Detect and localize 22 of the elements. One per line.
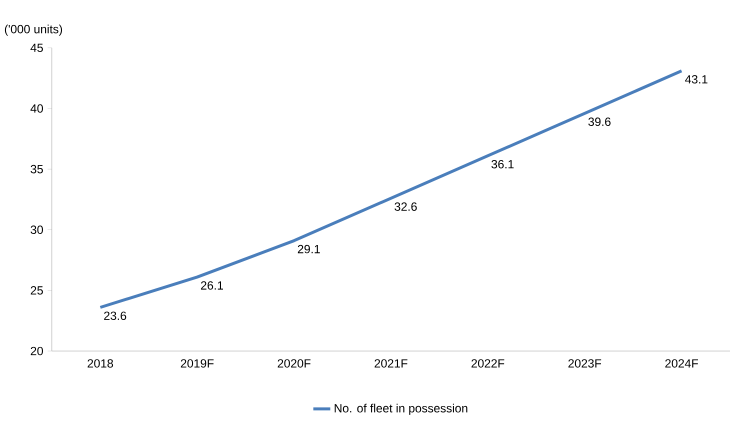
legend-label: No. of fleet in possession <box>334 404 468 415</box>
data-label: 23.6 <box>104 312 126 320</box>
data-label: 26.1 <box>200 281 223 290</box>
x-tick-label: 2020F <box>278 359 310 368</box>
y-tick-label: 45 <box>30 44 43 52</box>
x-tick-label: 2023F <box>568 359 602 368</box>
data-label: 43.1 <box>685 75 708 84</box>
x-tick-label: 2018 <box>88 359 114 368</box>
y-axis-title: ('000 units) <box>4 24 62 36</box>
y-tick-label: 20 <box>30 346 43 356</box>
x-tick-label: 2024F <box>665 359 698 368</box>
x-tick-label: 2022F <box>472 359 504 368</box>
y-tick-label: 30 <box>30 226 43 234</box>
data-label: 36.1 <box>491 160 514 169</box>
y-tick-label: 40 <box>30 104 43 113</box>
data-label: 29.1 <box>298 244 320 254</box>
x-tick-label: 2021F <box>374 359 408 368</box>
y-tick-label: 35 <box>30 165 43 174</box>
data-label: 32.6 <box>394 202 417 211</box>
y-tick-label: 25 <box>30 286 43 295</box>
data-label: 39.6 <box>588 118 611 126</box>
x-tick-label: 2019F <box>180 359 214 368</box>
